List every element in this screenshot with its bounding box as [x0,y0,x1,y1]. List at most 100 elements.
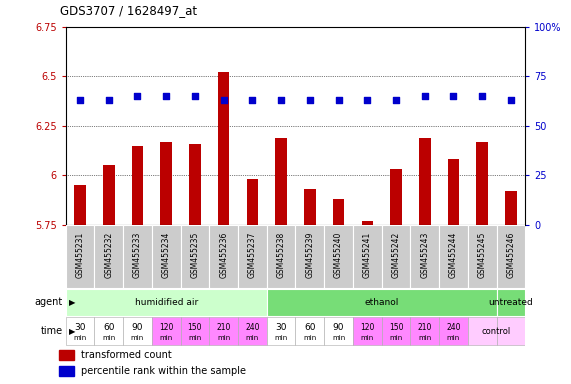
Text: min: min [389,335,403,341]
Bar [218,72,230,225]
Bar [180,317,210,345]
Point [334,97,343,103]
Text: min: min [188,335,202,341]
Text: GSM455236: GSM455236 [219,232,228,278]
Bar [59,351,74,360]
Bar [132,146,143,225]
Bar [324,225,353,288]
Text: min: min [246,335,259,341]
Bar [210,317,238,345]
Text: GSM455238: GSM455238 [276,232,286,278]
Bar [468,317,497,345]
Bar [103,166,115,225]
Text: GSM455234: GSM455234 [162,232,171,278]
Bar [59,366,74,376]
Text: ▶: ▶ [69,327,75,336]
Point [75,97,85,103]
Text: 240: 240 [245,323,260,332]
Text: min: min [418,335,432,341]
Text: 60: 60 [304,323,316,332]
Text: GSM455237: GSM455237 [248,232,257,278]
Text: percentile rank within the sample: percentile rank within the sample [81,366,246,376]
Text: agent: agent [35,297,63,308]
Text: min: min [447,335,460,341]
Text: 210: 210 [417,323,432,332]
Bar [247,179,258,225]
Point [305,97,315,103]
Text: GSM455246: GSM455246 [506,232,516,278]
Point [506,97,516,103]
Text: 90: 90 [333,323,344,332]
Text: GSM455244: GSM455244 [449,232,458,278]
Point [190,93,199,99]
Text: GDS3707 / 1628497_at: GDS3707 / 1628497_at [60,4,197,17]
Bar [497,225,525,288]
Bar [411,317,439,345]
Bar [189,144,200,225]
Bar [296,317,324,345]
Point [276,97,286,103]
Bar [160,142,172,225]
Bar [152,225,180,288]
Point [478,93,487,99]
Bar [505,191,517,225]
Bar [180,225,210,288]
Bar [66,317,94,345]
Text: 60: 60 [103,323,115,332]
Text: GSM455235: GSM455235 [191,232,199,278]
Bar [238,317,267,345]
Bar [152,317,180,345]
Bar [353,317,381,345]
Text: humidified air: humidified air [135,298,198,307]
Bar [497,317,525,345]
Bar [353,225,381,288]
Text: transformed count: transformed count [81,350,172,360]
Bar [361,221,373,225]
Point [133,93,142,99]
Point [449,93,458,99]
Text: GSM455243: GSM455243 [420,232,429,278]
Text: GSM455245: GSM455245 [478,232,486,278]
Text: min: min [303,335,316,341]
Bar [439,225,468,288]
Bar [123,225,152,288]
Point [363,97,372,103]
Text: GSM455239: GSM455239 [305,232,315,278]
Bar [94,225,123,288]
Bar [267,289,497,316]
Text: min: min [332,335,345,341]
Bar [267,317,296,345]
Text: min: min [217,335,230,341]
Text: GSM455241: GSM455241 [363,232,372,278]
Point [104,97,113,103]
Text: 150: 150 [188,323,202,332]
Bar [419,137,431,225]
Bar [391,169,402,225]
Text: GSM455231: GSM455231 [75,232,85,278]
Bar [411,225,439,288]
Text: min: min [102,335,115,341]
Bar [210,225,238,288]
Text: 210: 210 [216,323,231,332]
Text: 90: 90 [132,323,143,332]
Bar [296,225,324,288]
Text: min: min [159,335,173,341]
Text: GSM455233: GSM455233 [133,232,142,278]
Text: ▶: ▶ [69,298,75,307]
Text: 30: 30 [74,323,86,332]
Text: 240: 240 [447,323,461,332]
Bar [333,199,344,225]
Point [420,93,429,99]
Text: time: time [41,326,63,336]
Bar [74,185,86,225]
Point [219,97,228,103]
Bar [476,142,488,225]
Bar [448,159,459,225]
Point [162,93,171,99]
Bar [123,317,152,345]
Text: 150: 150 [389,323,403,332]
Text: 120: 120 [159,323,174,332]
Bar [275,137,287,225]
Bar [381,225,411,288]
Text: min: min [131,335,144,341]
